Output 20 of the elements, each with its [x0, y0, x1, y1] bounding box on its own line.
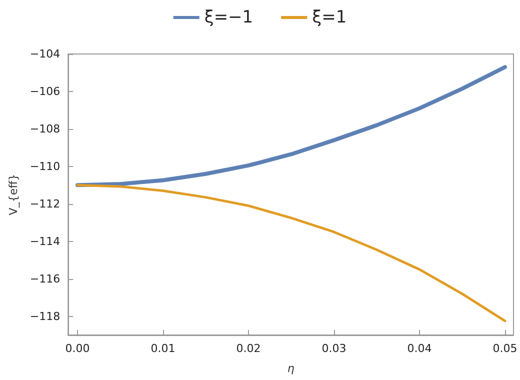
y-tick-label: −110 [30, 160, 60, 173]
y-tick-label: −112 [30, 197, 60, 210]
y-tick-label: −114 [30, 234, 60, 248]
x-tick-label: 0.04 [407, 342, 432, 355]
y-tick-label: −108 [30, 122, 60, 136]
legend-label: ξ=1 [312, 8, 347, 28]
y-tick-label: −118 [30, 310, 60, 323]
x-axis-title: η [287, 362, 294, 375]
x-tick-label: 0.03 [322, 342, 346, 355]
y-tick-label: −104 [30, 48, 60, 60]
y-tick-label: −116 [30, 272, 60, 286]
x-tick-label: 0.01 [150, 342, 176, 355]
x-tick-label: 0.02 [236, 342, 261, 355]
y-tick-label: −106 [30, 84, 60, 98]
x-tick-label: 0.00 [65, 342, 90, 355]
line-series [76, 184, 506, 322]
x-tick-label: 0.05 [492, 342, 518, 355]
y-axis-title: V_{eff} [7, 174, 20, 216]
line-series [76, 65, 507, 188]
legend-label: ξ=−1 [204, 8, 254, 28]
